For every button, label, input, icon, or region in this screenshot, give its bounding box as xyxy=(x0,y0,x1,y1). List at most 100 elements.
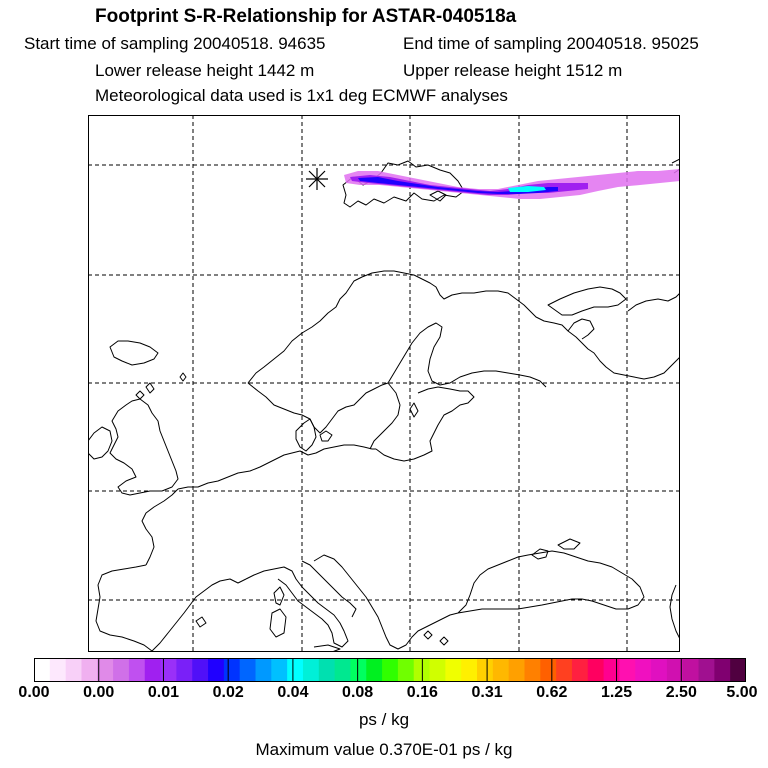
colorbar-swatch xyxy=(366,658,383,682)
balkans-coast xyxy=(313,554,459,650)
colorbar-swatch xyxy=(492,658,510,682)
colorbar-tick-label: 5.00 xyxy=(726,684,758,701)
colorbar-swatch xyxy=(666,658,684,682)
colorbar-tick-label: 0.08 xyxy=(342,684,374,701)
shetland-orkney xyxy=(135,382,155,400)
lower-height-label: Lower release height 1442 m xyxy=(95,61,315,80)
svalbard-coast xyxy=(342,160,465,208)
ireland-coast xyxy=(88,426,113,460)
colorbar-swatch xyxy=(302,658,320,682)
colorbar-swatches xyxy=(34,658,746,682)
upper-height-label: Upper release height 1512 m xyxy=(403,61,623,80)
colorbar-swatch xyxy=(208,658,225,682)
colorbar-tick-label: 0.00 xyxy=(83,684,115,701)
colorbar-tick-label: 0.02 xyxy=(212,684,244,701)
colorbar-tick-label: 2.50 xyxy=(665,684,697,701)
corsica xyxy=(273,586,285,606)
colorbar-frame xyxy=(34,658,746,682)
colorbar-swatch xyxy=(160,658,177,682)
danish-islands xyxy=(319,430,333,442)
colorbar xyxy=(34,658,746,682)
north-europe-coast xyxy=(177,444,376,490)
iberia-mediterranean-coast xyxy=(151,578,247,652)
great-britain-coast xyxy=(109,398,179,496)
plume-core xyxy=(508,186,546,192)
crimea xyxy=(531,548,549,560)
gotland xyxy=(409,402,419,418)
france-atlantic-coast xyxy=(141,488,179,566)
colorbar-swatch xyxy=(287,658,304,682)
plume-inner xyxy=(358,177,558,194)
baltic-east-coast xyxy=(369,382,401,450)
figure-title: Footprint S-R-Relationship for ASTAR-040… xyxy=(95,6,517,27)
colorbar-swatch xyxy=(619,658,636,682)
colorbar-swatch xyxy=(698,658,715,682)
colorbar-swatch xyxy=(730,658,746,682)
max-value-label: Maximum value 0.370E-01 ps / kg xyxy=(255,740,513,759)
colorbar-swatch xyxy=(461,658,478,682)
colorbar-swatch xyxy=(445,658,462,682)
svalbard-islet xyxy=(429,190,447,202)
colorbar-swatch xyxy=(128,658,146,682)
colorbar-swatch xyxy=(587,658,605,682)
colorbar-tick-label: 1.25 xyxy=(600,684,633,701)
colorbar-dividers xyxy=(98,658,682,682)
colorbar-swatch xyxy=(334,658,352,682)
start-time-label: Start time of sampling 20040518. 94635 xyxy=(24,34,326,53)
colorbar-tick-label: 0.62 xyxy=(536,684,568,701)
met-data-label: Meteorological data used is 1x1 deg ECMW… xyxy=(95,86,508,105)
black-sea-coast xyxy=(457,550,645,614)
russian-arctic-coast xyxy=(627,292,680,312)
kola-peninsula xyxy=(547,286,627,316)
colorbar-tick-label: 0.04 xyxy=(277,684,309,701)
map-frame xyxy=(88,115,680,652)
plume-outer xyxy=(344,169,680,199)
sicily xyxy=(313,644,341,652)
colorbar-swatch xyxy=(65,658,83,682)
colorbar-swatch xyxy=(540,658,557,682)
colorbar-tick-label: 0.16 xyxy=(406,684,438,701)
release-point-marker xyxy=(306,168,328,190)
colorbar-tick-label: 0.31 xyxy=(471,684,503,701)
italy-coast xyxy=(245,566,349,648)
colorbar-tick-label: 0.01 xyxy=(147,684,180,701)
italy-adriatic-coast xyxy=(301,560,357,618)
coastlines xyxy=(88,158,680,652)
colorbar-swatch xyxy=(556,658,573,682)
colorbar-swatch xyxy=(350,658,367,682)
graticule xyxy=(88,115,680,652)
aegean-islands xyxy=(423,630,449,646)
denmark-coast xyxy=(295,418,317,452)
colorbar-swatch xyxy=(97,658,114,682)
footprint-map xyxy=(88,115,680,652)
colorbar-swatch xyxy=(192,658,209,682)
colorbar-swatch xyxy=(49,658,67,682)
colorbar-swatch xyxy=(651,658,668,682)
colorbar-swatch xyxy=(635,658,652,682)
colorbar-swatch xyxy=(223,658,241,682)
sardinia xyxy=(269,608,287,638)
faroe-islands xyxy=(179,372,187,382)
units-label: ps / kg xyxy=(358,710,410,729)
colorbar-swatch xyxy=(113,658,130,682)
iberia-coast xyxy=(95,564,153,652)
colorbar-swatch xyxy=(34,658,51,682)
norway-sweden-south xyxy=(247,382,389,434)
sea-of-azov xyxy=(557,538,581,550)
colorbar-swatch xyxy=(603,658,621,682)
colorbar-swatch xyxy=(382,658,399,682)
colorbar-swatch xyxy=(81,658,98,682)
colorbar-swatch xyxy=(429,658,446,682)
colorbar-swatch xyxy=(318,658,336,682)
colorbar-swatch xyxy=(176,658,193,682)
colorbar-swatch xyxy=(524,658,541,682)
colorbar-swatch xyxy=(714,658,731,682)
colorbar-swatch xyxy=(682,658,700,682)
caspian-coast xyxy=(669,584,680,640)
colorbar-swatch xyxy=(571,658,589,682)
colorbar-swatch xyxy=(144,658,162,682)
colorbar-swatch xyxy=(239,658,257,682)
iceland-coast xyxy=(109,340,159,366)
colorbar-swatch xyxy=(255,658,272,682)
colorbar-tick-label: 0.00 xyxy=(18,684,50,701)
